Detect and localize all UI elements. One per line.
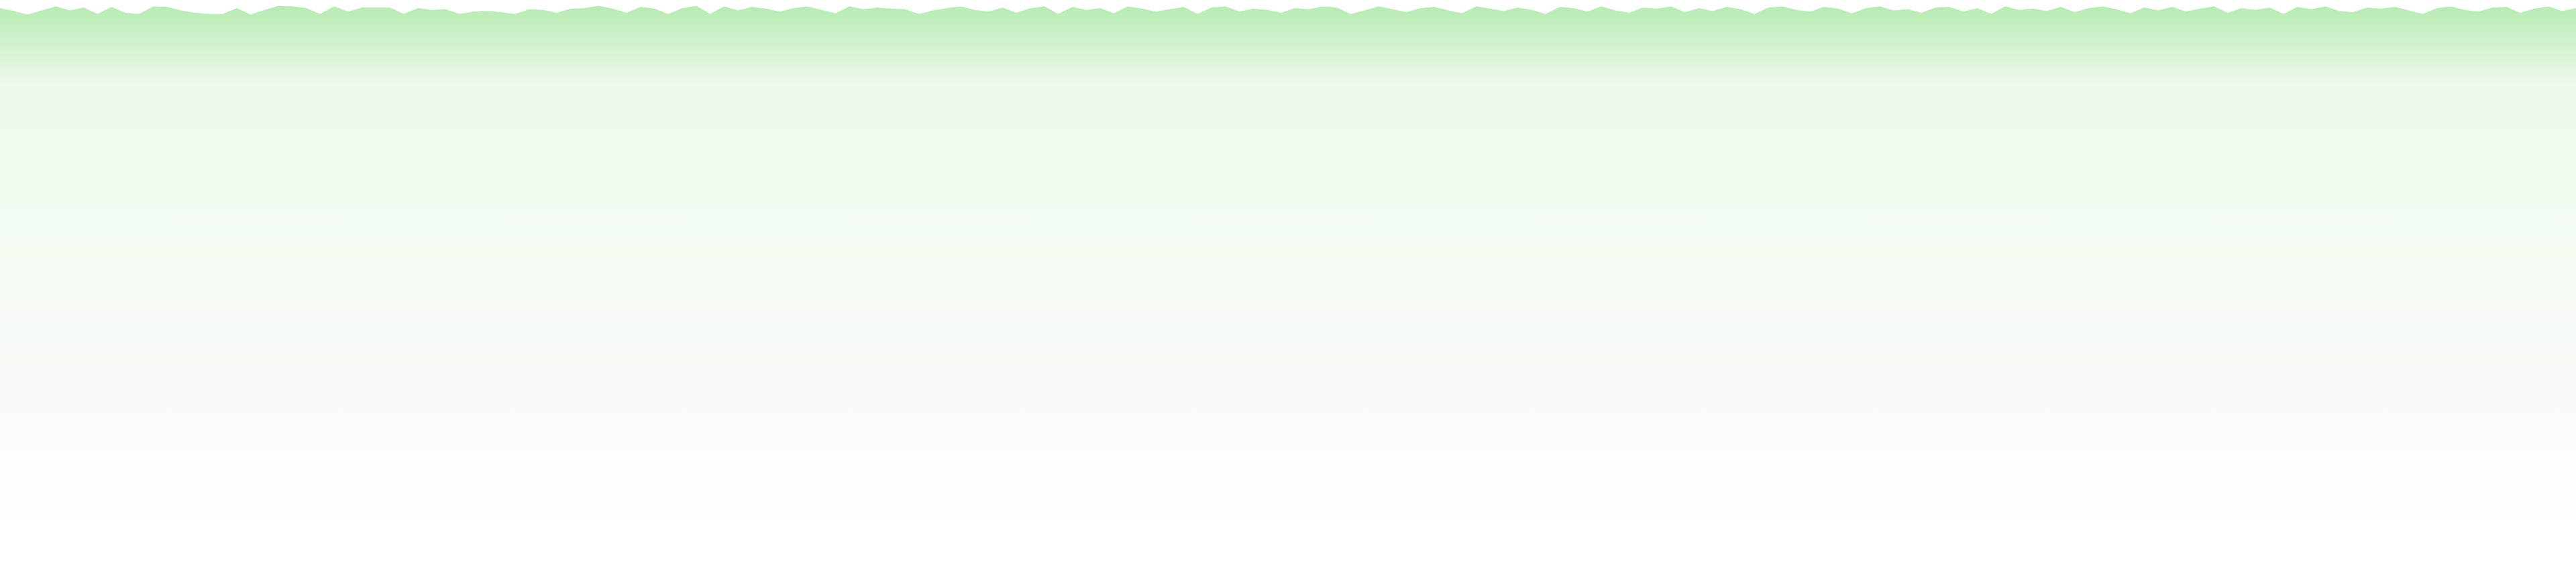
area-series	[0, 5, 2576, 578]
chart-marks	[0, 5, 2576, 578]
